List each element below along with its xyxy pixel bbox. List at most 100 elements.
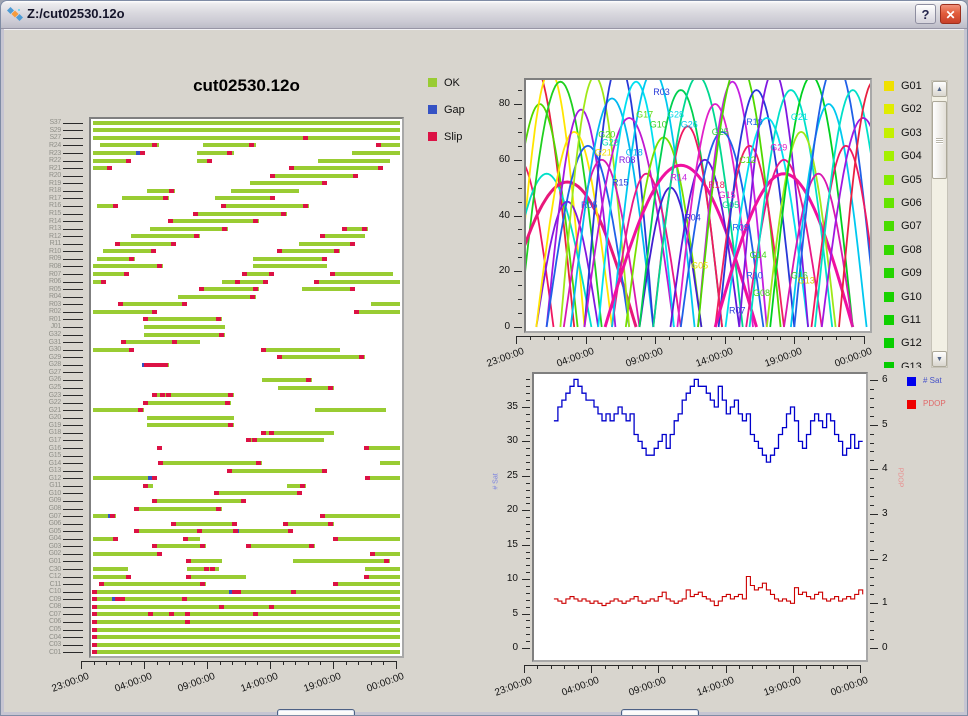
legend-swatch-icon — [884, 81, 894, 91]
axis-tick — [63, 538, 83, 540]
obs-ok-segment — [92, 272, 129, 277]
axis-tick — [564, 665, 566, 669]
legend-label: G05 — [901, 173, 922, 186]
obs-slip-mark — [329, 272, 335, 277]
obs-gap-mark — [142, 362, 146, 367]
axis-tick — [526, 468, 530, 470]
legend-item: G02 — [884, 103, 930, 117]
obs-ok-segment — [333, 536, 401, 541]
elev-curve-label: R05 — [581, 200, 598, 210]
obs-ok-segment — [364, 574, 401, 579]
obs-slip-mark — [261, 430, 267, 435]
sat-axis-label: C09 — [49, 595, 61, 603]
obs-slip-mark — [268, 430, 274, 435]
sat-legend-scrollbar[interactable]: ▲ ▼ — [931, 80, 948, 368]
axis-tick — [63, 410, 83, 412]
axis-tick — [526, 462, 530, 464]
obs-ok-segment — [370, 302, 401, 307]
legend-item: G12 — [884, 337, 930, 351]
obs-slip-mark — [170, 241, 176, 246]
obs-slip-mark — [91, 650, 97, 655]
obs-slip-mark — [158, 461, 164, 466]
obs-ok-segment — [159, 461, 263, 466]
scroll-up-icon[interactable]: ▲ — [932, 81, 947, 97]
axis-tick — [870, 478, 874, 480]
axis-tick — [63, 455, 83, 457]
sat-axis-label: C11 — [49, 580, 62, 588]
obs-slip-mark — [299, 483, 305, 488]
obs-ok-segment — [122, 340, 200, 345]
legend-swatch-icon — [884, 338, 894, 349]
axis-tick — [295, 661, 297, 665]
axis-tick-label: 1 — [882, 597, 888, 609]
obs-slip-mark — [194, 234, 200, 239]
obs-slip-mark — [153, 362, 159, 367]
axis-tick — [63, 531, 83, 533]
close-button[interactable]: Close — [277, 709, 355, 715]
axis-tick-label: 5 — [512, 607, 518, 619]
obs-ok-segment — [171, 521, 238, 526]
sat-axis-label: G08 — [48, 505, 62, 512]
axis-tick — [63, 395, 83, 397]
obs-slip-mark — [150, 249, 156, 254]
elev-curve — [535, 130, 613, 328]
window-close-button[interactable]: ✕ — [940, 4, 961, 24]
obs-ok-segment — [92, 135, 401, 140]
axis-tick — [63, 553, 83, 555]
obs-slip-mark — [147, 612, 153, 617]
obs-slip-mark — [124, 272, 130, 277]
client-area: cut02530.12o S37 S29 S27 R24 R23 R22 R21 R20 R19… — [4, 29, 964, 715]
elev-curve-label: G17 — [636, 110, 653, 120]
obs-slip-mark — [169, 188, 175, 193]
elev-curve-label: G18 — [626, 147, 643, 157]
sat-axis-label: R15 — [49, 210, 61, 218]
obs-plot-title: cut02530.12o — [193, 76, 300, 95]
obs-x-axis: 23:00:00 04:00:00 09:00:00 14:00:00 19:00:00… — [50, 661, 406, 701]
obs-ok-segment — [277, 249, 340, 254]
obs-ok-segment — [100, 582, 207, 587]
scroll-down-icon[interactable]: ▼ — [932, 351, 947, 367]
obs-ok-segment — [184, 536, 200, 541]
axis-tick — [514, 327, 522, 328]
obs-ok-segment — [290, 166, 384, 171]
axis-tick-label: 40 — [498, 209, 510, 221]
obs-slip-mark — [149, 362, 155, 367]
axis-tick — [207, 661, 208, 669]
legend-swatch-icon — [884, 198, 894, 208]
obs-slip-mark — [320, 514, 326, 519]
help-button[interactable]: ? — [915, 4, 936, 24]
axis-tick — [870, 630, 874, 632]
obs-slip-mark — [163, 362, 169, 367]
axis-tick — [870, 433, 874, 435]
axis-tick — [345, 661, 347, 665]
axis-tick — [671, 665, 673, 669]
obs-ok-segment — [92, 612, 401, 617]
legend-item: PDOP — [907, 399, 967, 413]
axis-tick — [518, 187, 522, 189]
axis-tick — [685, 665, 687, 669]
print-button[interactable]: Print — [621, 709, 699, 715]
legend-item: G08 — [884, 244, 930, 258]
sat-axis-label: R19 — [49, 179, 61, 187]
sat-axis-label: R01 — [49, 315, 61, 323]
axis-tick — [63, 342, 83, 344]
sat-axis-label: R08 — [49, 262, 61, 270]
obs-slip-mark — [119, 597, 125, 602]
axis-tick — [63, 584, 83, 586]
legend-swatch-icon — [428, 105, 437, 114]
obs-slip-mark — [303, 203, 309, 208]
scrollbar-thumb[interactable] — [932, 101, 947, 179]
axis-tick — [63, 644, 83, 646]
obs-slip-mark — [152, 309, 158, 314]
obs-slip-mark — [107, 166, 113, 171]
axis-tick — [518, 313, 522, 315]
axis-tick — [518, 173, 522, 175]
elev-curve — [526, 80, 603, 328]
legend-item: G11 — [884, 314, 930, 328]
elev-curve — [545, 144, 631, 328]
obs-status-legend: OK Gap Slip — [428, 77, 498, 167]
obs-slip-mark — [133, 529, 139, 534]
obs-ok-segment — [100, 143, 160, 148]
sat-axis-label: G29 — [48, 353, 62, 361]
axis-tick — [870, 549, 874, 551]
